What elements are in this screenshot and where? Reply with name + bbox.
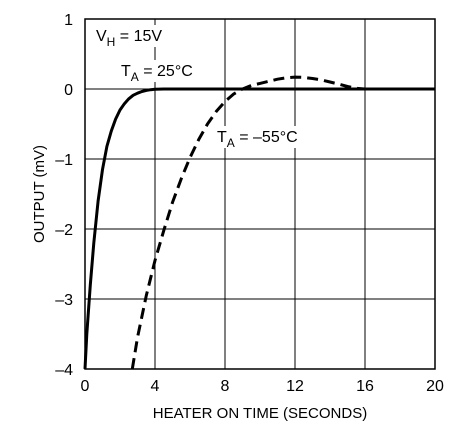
- labels: HEATER ON TIME (SECONDS) OUTPUT (mV) VH = …: [31, 25, 367, 422]
- curve-minus55c: [130, 75, 383, 370]
- y-tick-label: –1: [55, 152, 73, 169]
- x-axis-label: HEATER ON TIME (SECONDS): [153, 405, 367, 422]
- x-tick-label: 0: [81, 378, 90, 395]
- svg-text:VH = 15V: VH = 15V: [96, 28, 162, 49]
- y-tick-label: –4: [55, 362, 73, 379]
- y-tick-label: 0: [64, 82, 73, 99]
- x-tick-label: 12: [286, 378, 304, 395]
- x-tick-label: 8: [221, 378, 230, 395]
- svg-text:TA = 25°C: TA = 25°C: [121, 63, 193, 84]
- vh-annotation: VH = 15V: [94, 25, 170, 49]
- y-tick-label: –2: [55, 222, 73, 239]
- svg-text:TA = –55°C: TA = –55°C: [217, 129, 298, 150]
- y-axis-label: OUTPUT (mV): [31, 145, 48, 243]
- y-tick-label: –3: [55, 292, 73, 309]
- label-minus55c: TA = –55°C: [215, 126, 303, 150]
- curve-25c: [83, 87, 435, 370]
- plot-frame: [84, 18, 436, 370]
- tick-labels: 0 4 8 12 16 20 1 0 –1 –2 –3 –4: [55, 12, 444, 395]
- y-tick-label: 1: [64, 12, 73, 29]
- x-tick-label: 4: [151, 378, 160, 395]
- curves: [83, 75, 435, 370]
- label-25c: TA = 25°C: [119, 60, 201, 84]
- x-tick-label: 16: [356, 378, 374, 395]
- x-tick-label: 20: [426, 378, 444, 395]
